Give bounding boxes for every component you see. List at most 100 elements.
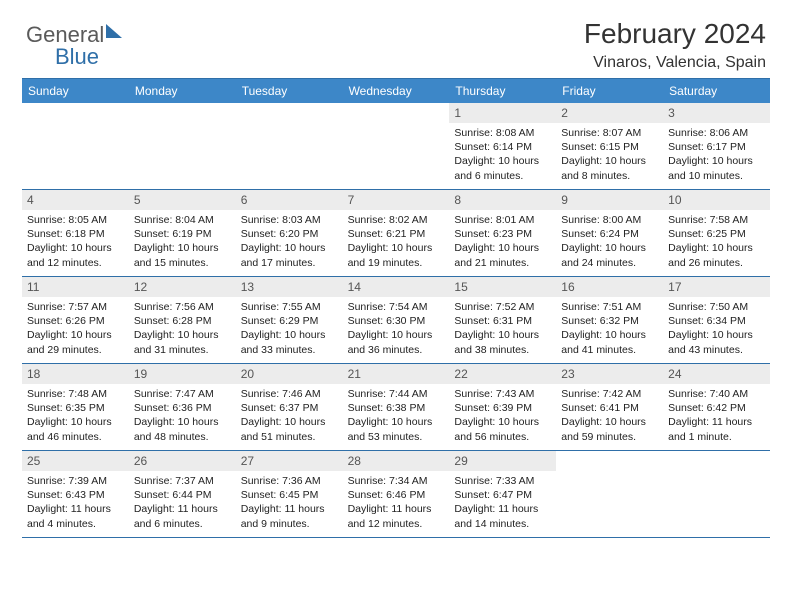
day-cell <box>236 103 343 189</box>
day-detail: Sunrise: 8:06 AMSunset: 6:17 PMDaylight:… <box>663 123 770 188</box>
day-cell: 4Sunrise: 8:05 AMSunset: 6:18 PMDaylight… <box>22 190 129 276</box>
day-detail: Sunrise: 7:58 AMSunset: 6:25 PMDaylight:… <box>663 210 770 275</box>
day-number: 24 <box>663 364 770 384</box>
day-detail: Sunrise: 8:01 AMSunset: 6:23 PMDaylight:… <box>449 210 556 275</box>
day-detail: Sunrise: 7:37 AMSunset: 6:44 PMDaylight:… <box>129 471 236 536</box>
day-detail: Sunrise: 7:50 AMSunset: 6:34 PMDaylight:… <box>663 297 770 362</box>
page-title: February 2024 <box>584 18 766 50</box>
day-detail: Sunrise: 8:07 AMSunset: 6:15 PMDaylight:… <box>556 123 663 188</box>
day-cell: 5Sunrise: 8:04 AMSunset: 6:19 PMDaylight… <box>129 190 236 276</box>
calendar-weeks: 1Sunrise: 8:08 AMSunset: 6:14 PMDaylight… <box>22 103 770 538</box>
calendar-week-row: 25Sunrise: 7:39 AMSunset: 6:43 PMDayligh… <box>22 451 770 538</box>
day-number: 17 <box>663 277 770 297</box>
day-detail: Sunrise: 8:02 AMSunset: 6:21 PMDaylight:… <box>343 210 450 275</box>
day-detail: Sunrise: 7:55 AMSunset: 6:29 PMDaylight:… <box>236 297 343 362</box>
weekday-header: Sunday <box>22 79 129 103</box>
weekday-header: Tuesday <box>236 79 343 103</box>
logo-line2: Blue <box>55 44 99 70</box>
day-detail: Sunrise: 7:52 AMSunset: 6:31 PMDaylight:… <box>449 297 556 362</box>
day-detail: Sunrise: 8:03 AMSunset: 6:20 PMDaylight:… <box>236 210 343 275</box>
day-detail: Sunrise: 7:56 AMSunset: 6:28 PMDaylight:… <box>129 297 236 362</box>
calendar-week-row: 1Sunrise: 8:08 AMSunset: 6:14 PMDaylight… <box>22 103 770 190</box>
calendar-week-row: 4Sunrise: 8:05 AMSunset: 6:18 PMDaylight… <box>22 190 770 277</box>
day-detail: Sunrise: 7:47 AMSunset: 6:36 PMDaylight:… <box>129 384 236 449</box>
weekday-header-row: SundayMondayTuesdayWednesdayThursdayFrid… <box>22 79 770 103</box>
day-detail: Sunrise: 7:54 AMSunset: 6:30 PMDaylight:… <box>343 297 450 362</box>
day-number: 29 <box>449 451 556 471</box>
day-cell: 20Sunrise: 7:46 AMSunset: 6:37 PMDayligh… <box>236 364 343 450</box>
day-cell: 6Sunrise: 8:03 AMSunset: 6:20 PMDaylight… <box>236 190 343 276</box>
day-number: 9 <box>556 190 663 210</box>
weekday-header: Friday <box>556 79 663 103</box>
day-number: 23 <box>556 364 663 384</box>
day-number: 7 <box>343 190 450 210</box>
day-detail: Sunrise: 8:04 AMSunset: 6:19 PMDaylight:… <box>129 210 236 275</box>
day-cell: 3Sunrise: 8:06 AMSunset: 6:17 PMDaylight… <box>663 103 770 189</box>
day-cell: 18Sunrise: 7:48 AMSunset: 6:35 PMDayligh… <box>22 364 129 450</box>
day-cell <box>663 451 770 537</box>
day-detail: Sunrise: 7:40 AMSunset: 6:42 PMDaylight:… <box>663 384 770 449</box>
day-number: 3 <box>663 103 770 123</box>
day-cell: 26Sunrise: 7:37 AMSunset: 6:44 PMDayligh… <box>129 451 236 537</box>
day-number: 27 <box>236 451 343 471</box>
day-cell: 8Sunrise: 8:01 AMSunset: 6:23 PMDaylight… <box>449 190 556 276</box>
day-number: 28 <box>343 451 450 471</box>
day-detail: Sunrise: 7:33 AMSunset: 6:47 PMDaylight:… <box>449 471 556 536</box>
day-number: 8 <box>449 190 556 210</box>
day-cell: 29Sunrise: 7:33 AMSunset: 6:47 PMDayligh… <box>449 451 556 537</box>
day-cell <box>22 103 129 189</box>
day-detail: Sunrise: 8:05 AMSunset: 6:18 PMDaylight:… <box>22 210 129 275</box>
day-cell: 13Sunrise: 7:55 AMSunset: 6:29 PMDayligh… <box>236 277 343 363</box>
day-cell: 24Sunrise: 7:40 AMSunset: 6:42 PMDayligh… <box>663 364 770 450</box>
day-detail: Sunrise: 7:57 AMSunset: 6:26 PMDaylight:… <box>22 297 129 362</box>
day-number: 11 <box>22 277 129 297</box>
day-cell: 12Sunrise: 7:56 AMSunset: 6:28 PMDayligh… <box>129 277 236 363</box>
day-cell: 10Sunrise: 7:58 AMSunset: 6:25 PMDayligh… <box>663 190 770 276</box>
weekday-header: Thursday <box>449 79 556 103</box>
day-cell <box>343 103 450 189</box>
day-detail: Sunrise: 7:51 AMSunset: 6:32 PMDaylight:… <box>556 297 663 362</box>
day-detail: Sunrise: 7:42 AMSunset: 6:41 PMDaylight:… <box>556 384 663 449</box>
day-detail: Sunrise: 7:39 AMSunset: 6:43 PMDaylight:… <box>22 471 129 536</box>
day-detail: Sunrise: 8:00 AMSunset: 6:24 PMDaylight:… <box>556 210 663 275</box>
calendar: SundayMondayTuesdayWednesdayThursdayFrid… <box>22 78 770 538</box>
day-cell: 15Sunrise: 7:52 AMSunset: 6:31 PMDayligh… <box>449 277 556 363</box>
day-number: 14 <box>343 277 450 297</box>
weekday-header: Saturday <box>663 79 770 103</box>
day-cell: 1Sunrise: 8:08 AMSunset: 6:14 PMDaylight… <box>449 103 556 189</box>
day-number: 16 <box>556 277 663 297</box>
day-cell: 11Sunrise: 7:57 AMSunset: 6:26 PMDayligh… <box>22 277 129 363</box>
day-number: 26 <box>129 451 236 471</box>
day-cell: 14Sunrise: 7:54 AMSunset: 6:30 PMDayligh… <box>343 277 450 363</box>
day-detail: Sunrise: 8:08 AMSunset: 6:14 PMDaylight:… <box>449 123 556 188</box>
day-number: 15 <box>449 277 556 297</box>
calendar-week-row: 11Sunrise: 7:57 AMSunset: 6:26 PMDayligh… <box>22 277 770 364</box>
day-cell: 9Sunrise: 8:00 AMSunset: 6:24 PMDaylight… <box>556 190 663 276</box>
day-number: 10 <box>663 190 770 210</box>
logo-text-2: Blue <box>55 44 99 70</box>
day-cell: 2Sunrise: 8:07 AMSunset: 6:15 PMDaylight… <box>556 103 663 189</box>
day-number: 25 <box>22 451 129 471</box>
day-detail: Sunrise: 7:36 AMSunset: 6:45 PMDaylight:… <box>236 471 343 536</box>
day-number: 1 <box>449 103 556 123</box>
day-detail: Sunrise: 7:43 AMSunset: 6:39 PMDaylight:… <box>449 384 556 449</box>
day-number: 6 <box>236 190 343 210</box>
day-cell: 23Sunrise: 7:42 AMSunset: 6:41 PMDayligh… <box>556 364 663 450</box>
day-number: 4 <box>22 190 129 210</box>
day-detail: Sunrise: 7:48 AMSunset: 6:35 PMDaylight:… <box>22 384 129 449</box>
calendar-week-row: 18Sunrise: 7:48 AMSunset: 6:35 PMDayligh… <box>22 364 770 451</box>
day-cell: 7Sunrise: 8:02 AMSunset: 6:21 PMDaylight… <box>343 190 450 276</box>
location-text: Vinaros, Valencia, Spain <box>584 54 766 72</box>
header: February 2024 Vinaros, Valencia, Spain <box>584 18 766 72</box>
day-cell: 16Sunrise: 7:51 AMSunset: 6:32 PMDayligh… <box>556 277 663 363</box>
logo-triangle-icon <box>106 24 122 38</box>
day-number: 5 <box>129 190 236 210</box>
day-number: 19 <box>129 364 236 384</box>
day-cell: 17Sunrise: 7:50 AMSunset: 6:34 PMDayligh… <box>663 277 770 363</box>
day-number: 20 <box>236 364 343 384</box>
day-number: 21 <box>343 364 450 384</box>
day-detail: Sunrise: 7:44 AMSunset: 6:38 PMDaylight:… <box>343 384 450 449</box>
day-cell: 27Sunrise: 7:36 AMSunset: 6:45 PMDayligh… <box>236 451 343 537</box>
day-number: 12 <box>129 277 236 297</box>
day-cell: 22Sunrise: 7:43 AMSunset: 6:39 PMDayligh… <box>449 364 556 450</box>
